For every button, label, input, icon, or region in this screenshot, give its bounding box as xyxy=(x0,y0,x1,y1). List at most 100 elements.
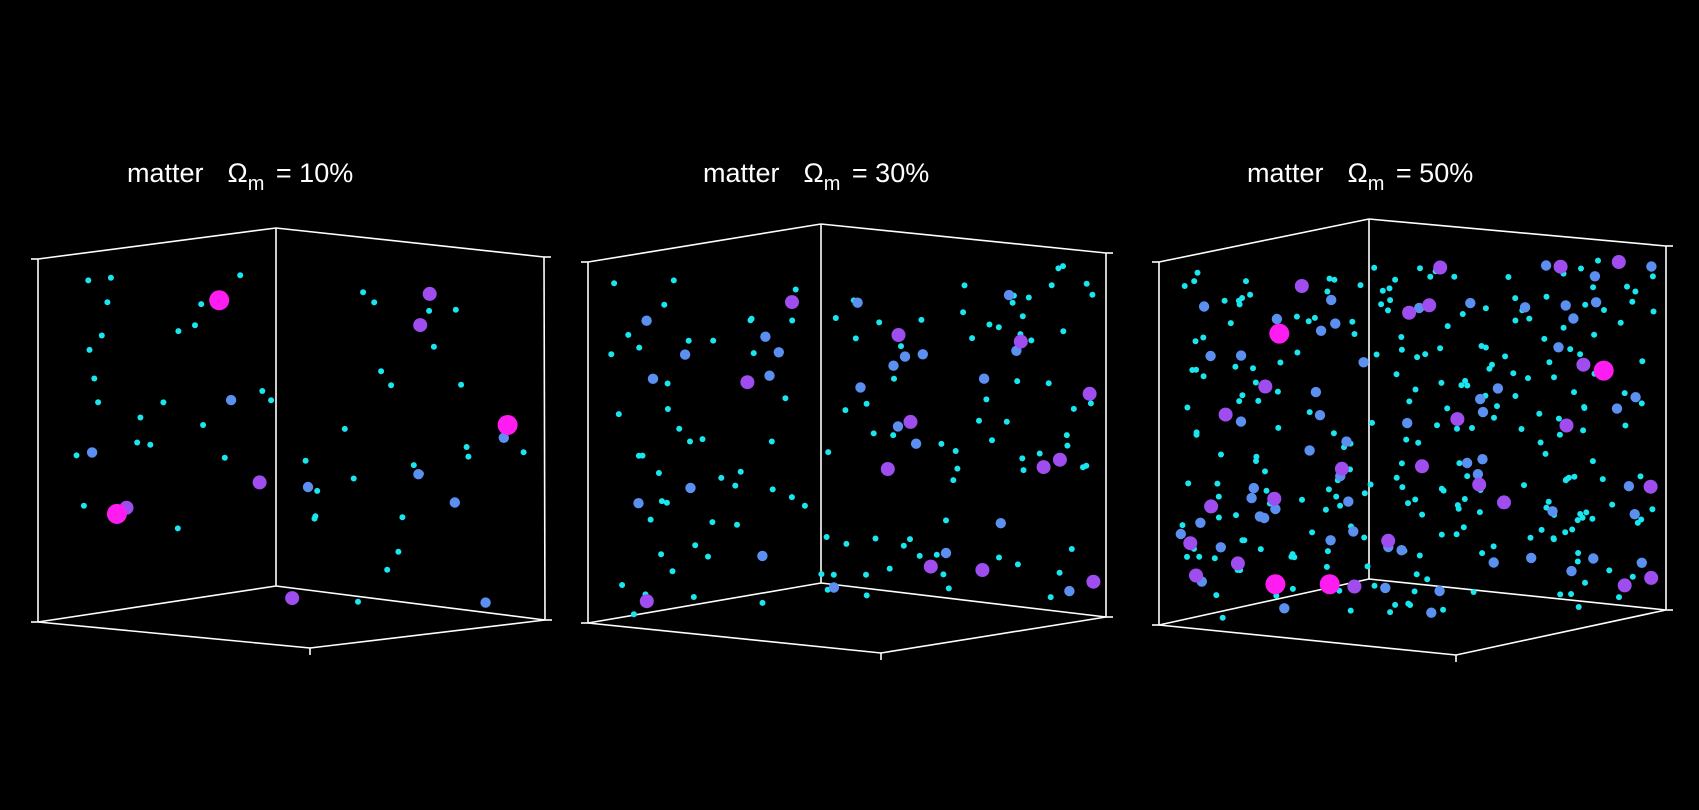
matter-point xyxy=(933,551,940,558)
cube-edge-bottom-front-left xyxy=(1158,624,1457,656)
matter-point xyxy=(1364,563,1371,570)
matter-point xyxy=(1230,556,1245,571)
matter-point xyxy=(1330,430,1337,437)
matter-point xyxy=(388,382,395,389)
matter-point xyxy=(1371,264,1378,271)
matter-point xyxy=(174,525,181,532)
matter-point xyxy=(1315,325,1327,336)
matter-point xyxy=(1477,454,1488,465)
matter-point xyxy=(311,515,318,522)
matter-point xyxy=(1083,280,1090,287)
matter-point xyxy=(458,381,465,388)
matter-point xyxy=(1323,563,1330,570)
matter-point xyxy=(1593,360,1614,381)
matter-point xyxy=(788,494,795,501)
matter-point xyxy=(360,289,367,296)
matter-point xyxy=(137,414,144,421)
matter-point xyxy=(1306,409,1313,416)
matter-point xyxy=(863,571,869,578)
matter-point xyxy=(661,301,668,308)
matter-point xyxy=(1392,276,1399,283)
matter-point xyxy=(1464,473,1471,480)
matter-point xyxy=(852,297,863,308)
matter-point xyxy=(1221,297,1228,304)
matter-point xyxy=(91,375,98,382)
matter-point xyxy=(1582,579,1588,586)
matter-point xyxy=(285,591,300,606)
cube-edge-back-bottom-right xyxy=(1368,578,1667,611)
matter-point xyxy=(1273,592,1280,599)
matter-point xyxy=(996,554,1002,561)
matter-point xyxy=(1310,386,1322,398)
matter-point xyxy=(664,406,671,412)
matter-point xyxy=(823,534,830,540)
matter-point xyxy=(1248,482,1260,494)
matter-point xyxy=(1279,603,1290,614)
matter-point xyxy=(1218,451,1224,458)
matter-point xyxy=(1644,570,1659,585)
cube-edge-top-left xyxy=(37,227,277,260)
matter-point xyxy=(341,425,348,432)
matter-point xyxy=(692,542,699,549)
matter-point xyxy=(1398,334,1405,340)
matter-point xyxy=(1510,370,1517,377)
matter-point xyxy=(430,343,437,350)
matter-point xyxy=(917,349,928,360)
matter-point xyxy=(890,432,897,439)
matter-point xyxy=(669,568,676,575)
matter-point xyxy=(1482,344,1489,351)
matter-point xyxy=(619,582,626,588)
matter-point xyxy=(1636,557,1648,568)
matter-point xyxy=(960,309,967,316)
omega-subscript: m xyxy=(247,173,265,195)
matter-point xyxy=(1526,315,1533,322)
matter-point xyxy=(1219,614,1226,621)
matter-point xyxy=(760,331,771,342)
matter-point xyxy=(918,316,925,323)
panel-title-3: matter Ωm = 50% xyxy=(1247,158,1473,196)
matter-point xyxy=(1036,450,1043,457)
matter-point xyxy=(1616,594,1622,601)
matter-point xyxy=(1304,445,1315,456)
matter-point xyxy=(1577,511,1584,517)
matter-point xyxy=(1239,537,1246,544)
matter-point xyxy=(608,351,615,358)
title-word: matter xyxy=(703,158,780,188)
matter-point xyxy=(975,563,990,577)
matter-point xyxy=(1184,404,1191,411)
matter-point xyxy=(1461,496,1468,502)
matter-point xyxy=(225,394,237,406)
matter-point xyxy=(1580,427,1587,434)
matter-point xyxy=(1469,425,1475,431)
matter-point xyxy=(1412,386,1419,393)
matter-point xyxy=(1351,331,1358,337)
matter-point xyxy=(1246,492,1257,504)
matter-point xyxy=(175,328,182,335)
matter-point xyxy=(1181,283,1188,289)
matter-point xyxy=(1521,482,1527,489)
matter-point xyxy=(465,453,472,460)
matter-point xyxy=(916,552,923,559)
matter-point xyxy=(1215,493,1222,500)
matter-point xyxy=(740,375,755,390)
matter-point xyxy=(1343,496,1354,507)
matter-point xyxy=(1512,317,1519,324)
matter-point xyxy=(449,497,460,508)
matter-point xyxy=(639,452,646,459)
matter-point xyxy=(1385,307,1391,314)
matter-point xyxy=(1419,511,1426,518)
matter-point xyxy=(832,315,839,321)
matter-point xyxy=(1550,535,1557,542)
matter-point xyxy=(1358,357,1369,368)
matter-point xyxy=(945,585,952,592)
matter-point xyxy=(1309,529,1316,536)
matter-point xyxy=(1629,298,1636,305)
matter-point xyxy=(1003,418,1010,425)
matter-point xyxy=(1402,305,1417,320)
matter-point xyxy=(1414,302,1425,314)
matter-point xyxy=(422,286,437,301)
matter-point xyxy=(1326,294,1337,306)
matter-point xyxy=(954,465,961,472)
matter-point xyxy=(1538,526,1545,533)
matter-point xyxy=(940,547,952,559)
